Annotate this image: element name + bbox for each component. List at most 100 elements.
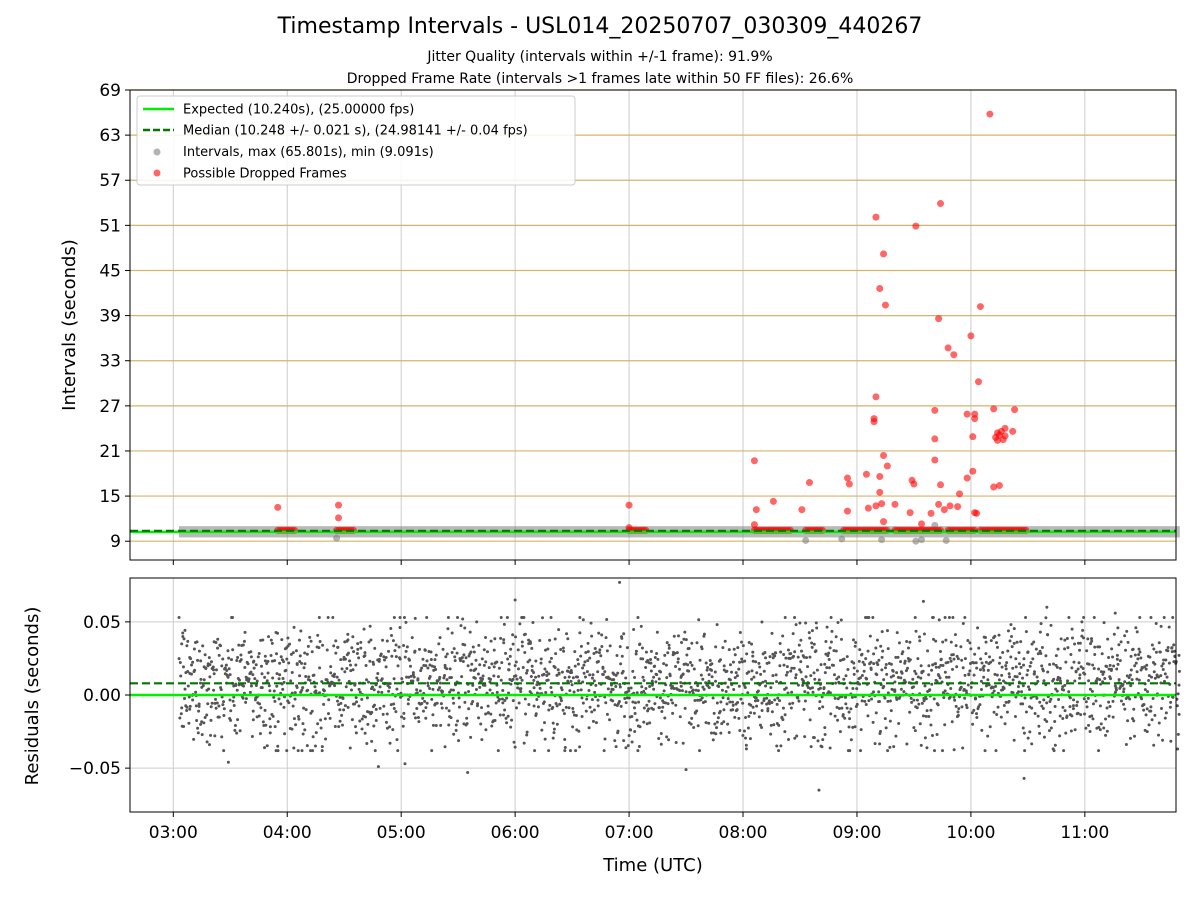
residual-point [482, 648, 486, 652]
residual-point [306, 688, 310, 692]
residual-point [1039, 651, 1043, 655]
residual-point [665, 641, 669, 645]
residual-point [543, 721, 547, 725]
residual-point [544, 691, 548, 695]
residual-point [786, 691, 790, 695]
residual-point [731, 660, 735, 664]
residual-point [810, 645, 814, 649]
residual-point [953, 633, 957, 637]
residual-point [698, 658, 702, 662]
residual-point [514, 635, 518, 639]
residual-point [473, 676, 477, 680]
dropped-frame-point [963, 474, 971, 482]
residual-point [1076, 711, 1080, 715]
residual-point [913, 615, 917, 619]
residual-point [249, 670, 253, 674]
residual-point [1073, 728, 1077, 732]
residual-point [841, 714, 845, 718]
dropped-frame-point [967, 332, 975, 340]
residual-point [665, 676, 669, 680]
residual-point [231, 648, 235, 652]
residual-point [406, 698, 410, 702]
residual-point [906, 646, 910, 650]
residual-point [921, 669, 925, 673]
residual-point [988, 725, 992, 729]
residual-point [393, 649, 397, 653]
residual-point [539, 661, 543, 665]
residual-point [750, 642, 754, 646]
residual-point [615, 653, 619, 657]
residual-point [1138, 650, 1142, 654]
residual-point [384, 655, 388, 659]
residual-point [897, 641, 901, 645]
residual-point [1166, 649, 1170, 653]
residual-point [365, 678, 369, 682]
residual-point [201, 644, 205, 648]
residual-point [624, 676, 628, 680]
residual-point [515, 706, 519, 710]
residual-point [279, 655, 283, 659]
residual-point [888, 699, 892, 703]
residual-point [425, 701, 429, 705]
residual-point [659, 670, 663, 674]
residual-point [794, 673, 798, 677]
residual-point [810, 641, 814, 645]
residual-point [667, 646, 671, 650]
residual-point [1081, 628, 1085, 632]
residual-point [986, 668, 990, 672]
residual-point [661, 705, 665, 709]
residual-point [348, 659, 352, 663]
residual-point [637, 744, 641, 748]
residual-point [991, 658, 995, 662]
residual-point [283, 732, 287, 736]
residual-point [632, 628, 636, 632]
residual-point [1042, 735, 1046, 739]
residual-point [864, 702, 868, 706]
residual-point [919, 743, 923, 747]
residual-point [180, 642, 184, 646]
residual-point [631, 669, 635, 673]
residual-point [637, 700, 641, 704]
residual-point [1062, 749, 1066, 753]
dropped-frame-point [870, 418, 878, 426]
residual-point [889, 709, 893, 713]
x-tick-label: 09:00 [832, 823, 881, 843]
residual-point [214, 697, 218, 701]
residual-point [204, 666, 208, 670]
residual-point [737, 716, 741, 720]
residual-point [484, 728, 488, 732]
residual-point [972, 661, 976, 665]
residual-point [685, 653, 689, 657]
residual-point [431, 723, 435, 727]
residual-point [633, 701, 637, 705]
residual-point [195, 640, 199, 644]
residual-point [917, 635, 921, 639]
residual-point [1160, 664, 1164, 668]
residual-point [605, 617, 609, 621]
residual-point [988, 655, 992, 659]
residual-point [833, 714, 837, 718]
residual-point [752, 711, 756, 715]
residual-point [1159, 624, 1163, 628]
residual-point [720, 688, 724, 692]
residual-point [702, 687, 706, 691]
residual-point [349, 663, 353, 667]
residual-point [209, 660, 213, 664]
residual-point [738, 630, 742, 634]
residual-point [768, 702, 772, 706]
residual-point [902, 690, 906, 694]
residual-point [809, 745, 813, 749]
residual-point [188, 704, 192, 708]
residual-point [885, 672, 889, 676]
residual-point [706, 665, 710, 669]
residual-point [1053, 719, 1057, 723]
residual-point [479, 722, 483, 726]
residual-point [644, 666, 648, 670]
residual-point [945, 675, 949, 679]
residual-point [1033, 670, 1037, 674]
residual-point [1177, 669, 1181, 673]
residual-point [496, 675, 500, 679]
residual-point [211, 665, 215, 669]
residual-point [1030, 742, 1034, 746]
residual-point [1129, 684, 1133, 688]
